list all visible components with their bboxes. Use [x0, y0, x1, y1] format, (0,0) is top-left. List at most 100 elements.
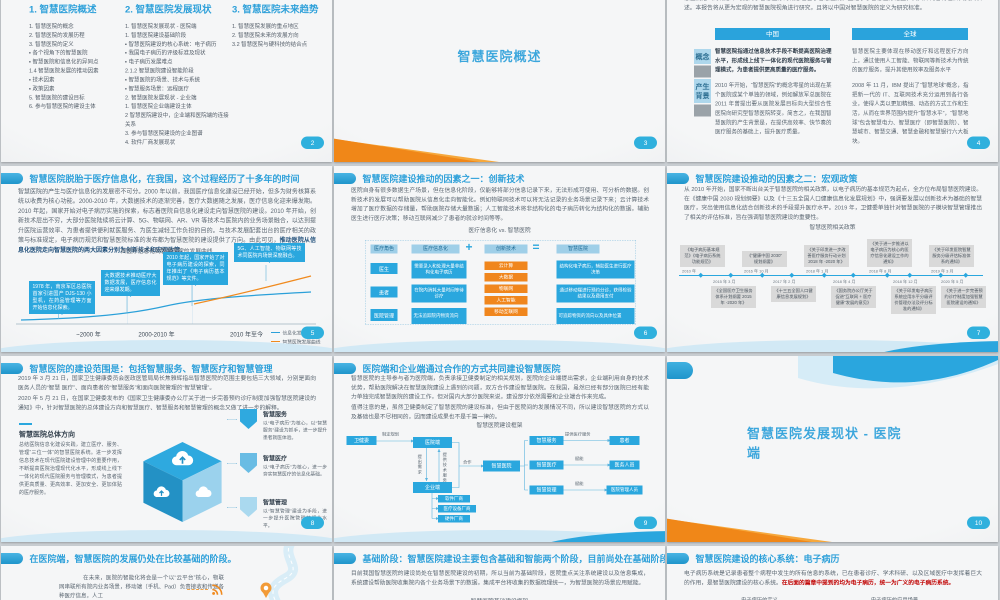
- toc-item: ▪ 电子病历发展难点: [125, 59, 173, 66]
- body-text: 智慧医院的产生与医疗信息化的发展密不可分。2000 年以前，我国医疗信息化建设已…: [18, 188, 316, 244]
- slide-thumbnail-section-status[interactable]: 智慧医院发展现状 - 医院端 10: [667, 356, 998, 542]
- toc-item: 6. 参与智慧医院的建设主体: [29, 103, 96, 110]
- toc-item: 1. 智慧医院企业端建设主体: [125, 103, 192, 110]
- diagram-title: 智慧医院基础建设框架: [334, 597, 665, 600]
- section-title: 智慧医院概述: [457, 49, 542, 64]
- body-paragraph: 智慧医院的主导参与者为医院端，负责承接卫健委制定的相关规划，医院向企业端提出需求…: [351, 375, 649, 401]
- toc-item: 3.2 智慧医院与硬科技的结合点: [232, 41, 308, 48]
- chart-callout: 2010 年起，国家开始了对电子病历建设的探索，同年推出了《电子病历基本规范》等…: [163, 252, 228, 286]
- toc-item: 2. 智慧医院未来的发展方向: [232, 32, 299, 39]
- slide-thumbnail-concept-compare[interactable]: 慧医院给出的概念中均提到了智慧医疗的概念包含于智慧医院，且缩小了智慧医疗范围，其…: [667, 0, 998, 162]
- flow-node-patient: 患者: [609, 436, 640, 445]
- info-cell: 需要录入和处理大量非结构化电子病历: [411, 260, 467, 279]
- slide-thumbnail-scope[interactable]: 智慧医院的建设范围是：包括智慧服务、智慧医疗和智慧管理 2019 年 3 月 2…: [1, 356, 332, 542]
- flow-node-mgmt: 智慧管理: [529, 485, 564, 495]
- smart-cell: 通过移动端进行预约分诊，获得检验结果以及费用支付: [556, 284, 635, 303]
- connector-line: [227, 419, 237, 420]
- info-cell: 无法追踪院内物资流向: [411, 308, 467, 324]
- policy-box: 《关于印发医院智慧服务分级评估标准体系的通知》: [929, 245, 974, 267]
- slide-title-bar: 智慧医院建设推动的因素之二：宏观政策: [667, 172, 998, 185]
- decor-wave-blue: [523, 531, 665, 542]
- table-header-china: 中国: [715, 28, 830, 40]
- row-label-shadow: [694, 65, 711, 78]
- row-label-background: 产生背景: [694, 79, 711, 117]
- slide-thumbnail-innovation-tech[interactable]: 智慧医院建设推动的因素之一：创新技术 医院自身有很多数据生产场景，但在信息化阶段…: [334, 166, 665, 352]
- slide-thumbnail-toc[interactable]: 1. 智慧医院概述 1. 智慧医院的概念 2. 智慧医院的发展历程 3. 智慧医…: [1, 0, 332, 162]
- page-number-badge: 3: [634, 136, 657, 149]
- slide-thumbnail-cooperation[interactable]: 医院端和企业端通过合作的方式共同建设智慧医院 智慧医院的主导参与者为医院端，负责…: [334, 356, 665, 542]
- cell-concept-china: 智慧医院指通过信息技术手段不断提高医院治理水平，形成线上线下一体化的现代医院服务…: [715, 48, 832, 74]
- sub-caption: 电子病历的定义: [741, 597, 778, 600]
- flow-node-service: 智慧服务: [529, 436, 564, 445]
- cell-concept-global: 智慧医院主要体现在移动医疗和远程医疗方向上，通过使用人工智能、物联网等新技术为传…: [852, 48, 969, 74]
- body-text-bold: 推动医院从信息化医院走向智慧医院的两大因素分别为创新技术和宏观政策。: [18, 236, 316, 254]
- toc-item: ▪ 我国电子病历的评级标准及现状: [125, 50, 206, 57]
- page-number-badge: 10: [967, 516, 990, 529]
- toc-heading: 3. 智慧医院未来趋势: [232, 4, 319, 16]
- toc-column-1: 1. 智慧医院概述 1. 智慧医院的概念 2. 智慧医院的发展历程 3. 智慧医…: [29, 2, 122, 112]
- toc-item: ▪ 政策因素: [29, 85, 55, 92]
- slide-thumbnail-emr[interactable]: 智慧医院建设的核心系统：电子病历 电子病历系统是记录患者整个病程中发生的所有信息…: [667, 546, 998, 600]
- slide-thumbnail-section-overview[interactable]: 智慧医院概述 3: [334, 0, 665, 162]
- timeline-dot: [884, 272, 890, 278]
- toc-item: ▪ 智慧医院的场景、技术与系统: [125, 76, 200, 83]
- legend-item-smart: 智慧医院发展曲线: [271, 338, 321, 345]
- toc-heading: 2. 智慧医院发展现状: [125, 4, 212, 16]
- vs-header: 医疗信息化: [411, 244, 460, 254]
- slide-thumbnail-policy-timeline[interactable]: 智慧医院建设推动的因素之二：宏观政策 从 2010 年开始，国家不断出台关于智慧…: [667, 166, 998, 352]
- policy-timeline: 《电子病历基本规范》《电子病历系统功能规范》 《“健康中国 2030” 规划纲要…: [679, 231, 986, 331]
- policy-box: 《“健康中国 2030” 规划纲要》: [742, 251, 787, 267]
- policy-box: 《关于进一步完善预约诊疗制度加强智慧医院建设的通知》: [941, 286, 986, 308]
- cloud-upload-icon: [153, 486, 170, 498]
- slide-title: 智慧医院的建设范围是：包括智慧服务、智慧医疗和智慧管理: [29, 364, 273, 374]
- diagram-title: 医疗信息化 vs. 智慧医院: [468, 227, 531, 234]
- toc-item: ▪ 智慧服务场景：远程医疗: [125, 85, 189, 92]
- policy-box: 《关于印发进一步改善医疗服务行动计划 2018 年 -2020 年》: [804, 245, 849, 267]
- slide-title: 智慧医院建设推动的因素之一：创新技术: [362, 174, 525, 184]
- toc-item: ▪ 智慧医院建设的核心系统：电子病历: [125, 41, 217, 48]
- page-number-badge: 7: [967, 326, 990, 339]
- flow-node-medical: 智慧医疗: [529, 460, 564, 470]
- sub-caption: 电子病历的应用场景: [870, 597, 919, 600]
- row-label-concept: 概念: [694, 49, 711, 78]
- shield-shape-mgmt: [240, 497, 257, 517]
- timeline-dot: [698, 272, 704, 278]
- policy-box: 《关于印发电子病历系统应用水平分级评价管理办法及评分标准的通知》: [891, 286, 936, 314]
- slide-title-bar: 智慧医院的建设范围是：包括智慧服务、智慧医疗和智慧管理: [1, 362, 332, 375]
- flow-connectors: [376, 439, 611, 520]
- body-text-red: 在后面的篇章中提到的均为电子病历，统一为广义的电子病历系统。: [781, 579, 955, 586]
- intro-paragraph: 慧医院给出的概念中均提到了智慧医疗的概念包含于智慧医院，且缩小了智慧医疗范围，其…: [684, 0, 982, 11]
- chart-callout: 5G、人工智能、物联网等技术同医院内场景深度融合。: [234, 243, 305, 263]
- wifi-signal-icon: [212, 584, 223, 595]
- page-number-badge: 8: [301, 516, 324, 529]
- smart-cell: 可追踪物资的流向以及具体位置: [556, 308, 635, 324]
- page-number-badge: 6: [634, 326, 657, 339]
- edge-label: 赋能: [575, 456, 584, 461]
- dashed-arrow: [187, 589, 208, 590]
- slide-thumbnail-stage[interactable]: 在医院端，智慧医院的发展仍处在比较基础的阶段。 在未来，医院的智能化将会是一个以…: [1, 546, 332, 600]
- scope-item-label: 智慧管理: [263, 499, 288, 506]
- decor-swoosh: [798, 356, 998, 389]
- slide-thumbnail-basic-stage[interactable]: 基础阶段：智慧医院建设主要包含基础和智能两个阶段，目前尚处在基础阶段 目前我国智…: [334, 546, 665, 600]
- slide-title-bar: 智慧医院建设推动的因素之一：创新技术: [334, 172, 665, 185]
- toc-item: 3. 智慧医院的定义: [29, 41, 74, 48]
- policy-box: 《电子病历基本规范》《电子病历系统功能规范》: [680, 245, 725, 267]
- flow-node-staff: 医务人员: [609, 460, 640, 470]
- role-chip: 医院管理: [370, 309, 398, 321]
- slide-title: 智慧医院建设推动的因素之二：宏观政策: [695, 174, 858, 184]
- toc-column-3: 3. 智慧医院未来趋势 1. 智慧医院发展的重点地区 2. 智慧医院未来的发展方…: [232, 2, 330, 49]
- chart-callout: 1978 年，南京军区总医院首家引进国产 DJS-130 小型机，在药品管理等方…: [29, 281, 95, 315]
- body-paragraph: 在未来，医院的智能化将会是一个以“云平台”核心，物联网串联所有院内业务场景，移动…: [59, 575, 224, 599]
- decor-wave: [334, 340, 665, 352]
- tech-chip: 云计算: [484, 261, 528, 270]
- tech-chip: 人工智能: [484, 296, 528, 305]
- legend-line-blue: [271, 332, 280, 333]
- x-axis-label: ~2000 年: [76, 331, 101, 338]
- slide-thumbnail-history-chart[interactable]: 智慧医院脱胎于医疗信息化，在我国，这个过程经历了十多年的时间 智慧医院的产生与医…: [1, 166, 332, 352]
- toc-item: 1. 智慧医院发展现状 - 医院端: [125, 23, 197, 30]
- equals-symbol: =: [532, 240, 540, 255]
- growth-line-chart: [16, 265, 316, 325]
- slide-title-bar: 在医院端，智慧医院的发展仍处在比较基础的阶段。: [1, 552, 332, 565]
- section-title: 智慧医院发展现状 - 医院端: [747, 426, 902, 461]
- page-number-badge: 5: [301, 326, 324, 339]
